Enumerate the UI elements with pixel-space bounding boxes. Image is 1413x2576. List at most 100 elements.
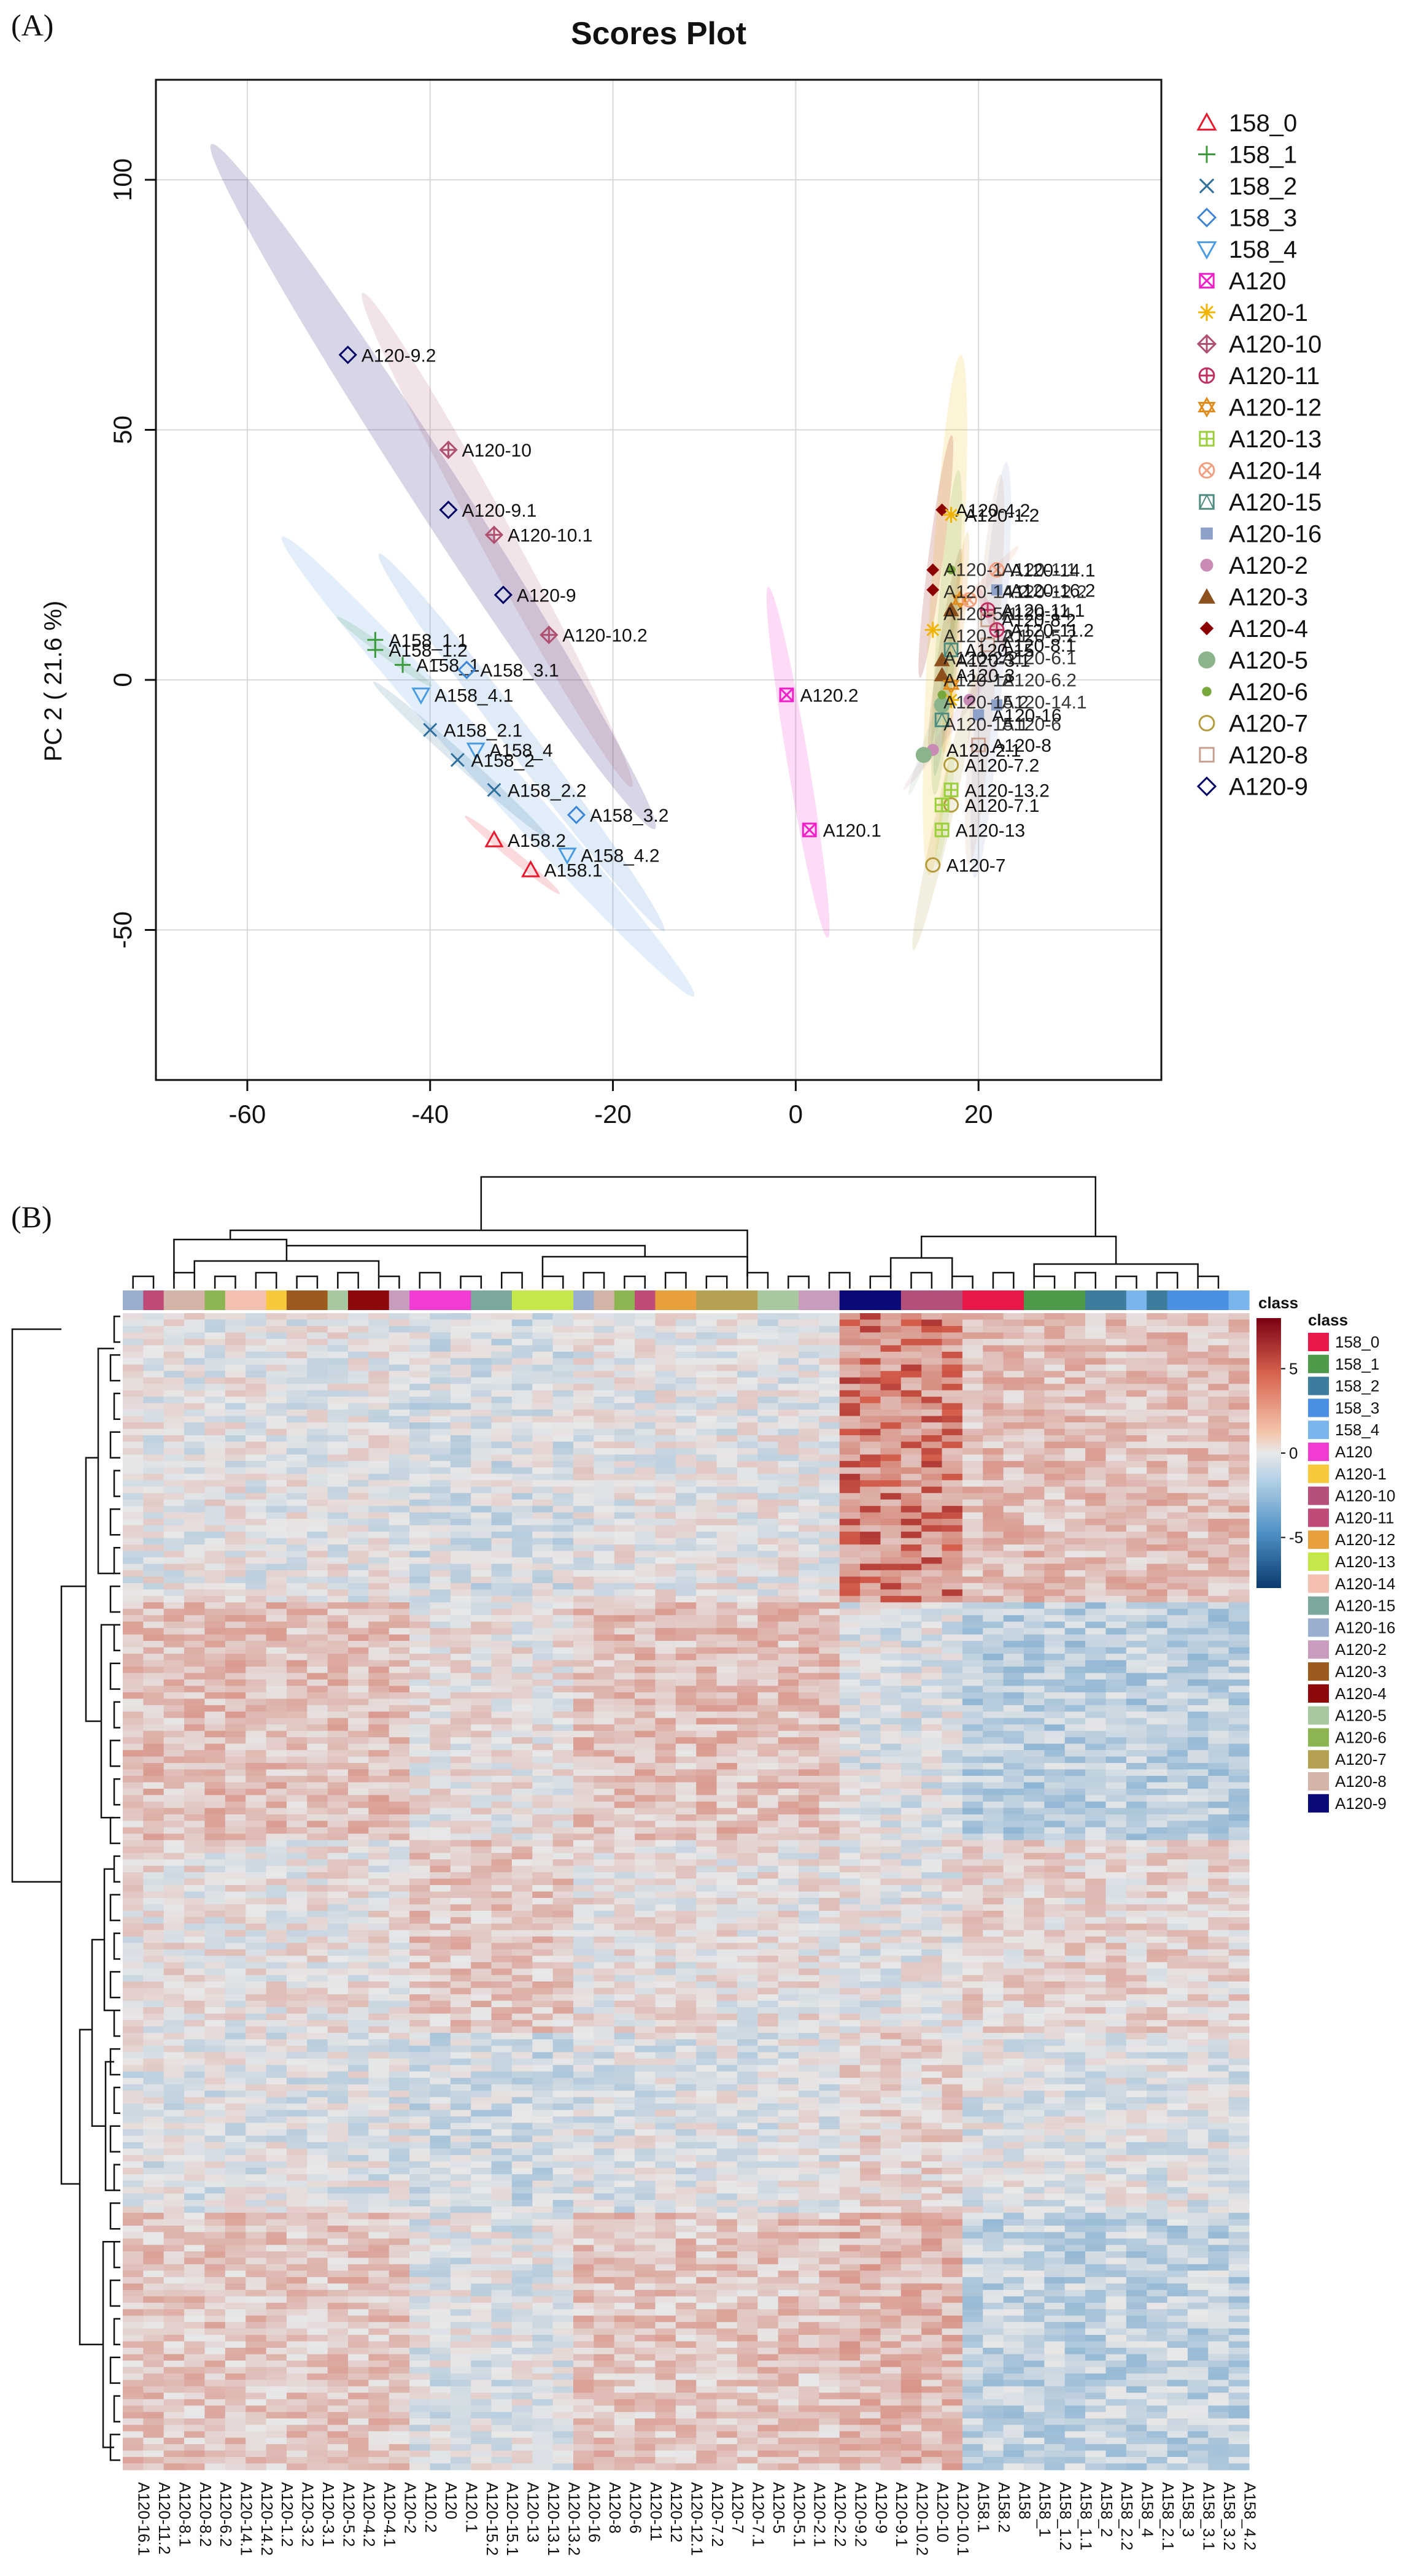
heatmap-cell bbox=[286, 1551, 308, 1558]
heatmap-cell bbox=[1044, 1390, 1066, 1397]
heatmap-cell bbox=[1085, 1686, 1107, 1693]
heatmap-cell bbox=[860, 1827, 881, 1834]
heatmap-cell bbox=[737, 1821, 758, 1828]
heatmap-cell bbox=[1105, 1834, 1127, 1841]
heatmap-cell bbox=[450, 1499, 471, 1506]
heatmap-cell bbox=[778, 1422, 799, 1430]
heatmap-cell bbox=[511, 1460, 533, 1468]
heatmap-cell bbox=[799, 1801, 819, 1808]
heatmap-cell bbox=[737, 1834, 758, 1841]
heatmap-cell bbox=[1208, 1551, 1229, 1558]
heatmap-cell bbox=[552, 1666, 574, 1674]
heatmap-cell bbox=[900, 1460, 922, 1468]
heatmap-cell bbox=[1024, 1595, 1045, 1603]
heatmap-cell bbox=[1105, 1397, 1127, 1404]
heatmap-cell bbox=[1024, 1750, 1045, 1757]
heatmap-cell bbox=[143, 1853, 165, 1860]
heatmap-cell bbox=[635, 1795, 656, 1802]
heatmap-cell bbox=[1167, 1454, 1188, 1462]
heatmap-cell bbox=[778, 1621, 799, 1629]
heatmap-cell bbox=[594, 1763, 615, 1770]
heatmap-cell bbox=[614, 1538, 635, 1545]
heatmap-cell bbox=[799, 1576, 819, 1584]
heatmap-cell bbox=[900, 1782, 922, 1789]
legend-marker-158_0 bbox=[1196, 112, 1217, 131]
heatmap-cell bbox=[225, 1692, 246, 1699]
heatmap-cell bbox=[594, 1737, 615, 1745]
heatmap-cell bbox=[307, 1358, 328, 1365]
heatmap-cell bbox=[1085, 1795, 1107, 1802]
heatmap-cell bbox=[1167, 1795, 1188, 1802]
heatmap-cell bbox=[1085, 1319, 1107, 1327]
heatmap-cell bbox=[860, 1557, 881, 1565]
heatmap-cell bbox=[942, 1699, 963, 1706]
heatmap-cell bbox=[1126, 1403, 1147, 1410]
point-label: A158_3.1 bbox=[480, 661, 559, 681]
heatmap-cell bbox=[143, 1666, 165, 1674]
heatmap-cell bbox=[225, 1544, 246, 1552]
heatmap-cell bbox=[635, 1743, 656, 1751]
heatmap-cell bbox=[1044, 1480, 1066, 1487]
heatmap-cell bbox=[1064, 1602, 1086, 1610]
heatmap-cell bbox=[1147, 1351, 1168, 1359]
heatmap-cell bbox=[204, 1827, 226, 1834]
heatmap-cell bbox=[450, 1730, 471, 1738]
heatmap-cell bbox=[1024, 1364, 1045, 1371]
heatmap-cell bbox=[573, 1686, 594, 1693]
heatmap-cell bbox=[327, 1743, 349, 1751]
heatmap-cell bbox=[1167, 1840, 1188, 1847]
heatmap-cell bbox=[389, 1853, 410, 1860]
heatmap-cell bbox=[184, 1345, 206, 1352]
heatmap-cell bbox=[942, 1608, 963, 1616]
heatmap-cell bbox=[389, 1332, 410, 1340]
heatmap-cell bbox=[1228, 1519, 1250, 1526]
heatmap-cell bbox=[1085, 1654, 1107, 1661]
heatmap-cell bbox=[1044, 1583, 1066, 1590]
heatmap-cell bbox=[163, 1551, 185, 1558]
heatmap-cell bbox=[327, 1486, 349, 1494]
point-label: A158_1 bbox=[416, 656, 479, 676]
heatmap-cell bbox=[594, 1840, 615, 1847]
class-bar-cell bbox=[1208, 1290, 1229, 1310]
heatmap-cell bbox=[799, 1602, 819, 1610]
heatmap-cell bbox=[737, 1621, 758, 1629]
legend-label: A120-16 bbox=[1229, 521, 1322, 548]
heatmap-cell bbox=[655, 1467, 676, 1475]
heatmap-cell bbox=[696, 1532, 718, 1539]
heatmap-cell bbox=[696, 1679, 718, 1686]
heatmap-cell bbox=[1085, 1493, 1107, 1500]
heatmap-cell bbox=[655, 1608, 676, 1616]
heatmap-cell bbox=[184, 1608, 206, 1616]
heatmap-cell bbox=[757, 1409, 779, 1417]
heatmap-cell bbox=[163, 1795, 185, 1802]
heatmap-cell bbox=[1126, 1325, 1147, 1333]
heatmap-cell bbox=[1105, 1634, 1127, 1641]
heatmap-cell bbox=[614, 1564, 635, 1571]
heatmap-cell bbox=[348, 1808, 369, 1815]
heatmap-cell bbox=[962, 1834, 983, 1841]
row-dendrogram bbox=[11, 1315, 120, 2461]
heatmap-cell bbox=[286, 1756, 308, 1764]
heatmap-cell bbox=[900, 1821, 922, 1828]
heatmap-cell bbox=[880, 1538, 902, 1545]
heatmap-cell bbox=[327, 1390, 349, 1397]
heatmap-cell bbox=[286, 1608, 308, 1616]
heatmap-cell bbox=[450, 1390, 471, 1397]
heatmap-cell bbox=[409, 1608, 431, 1616]
dendrogram-branch bbox=[113, 1392, 120, 1421]
heatmap-cell bbox=[246, 1313, 267, 1321]
heatmap-cell bbox=[737, 1840, 758, 1847]
heatmap-cell bbox=[799, 1570, 819, 1577]
heatmap-cell bbox=[696, 1351, 718, 1359]
heatmap-cell bbox=[921, 1403, 943, 1410]
heatmap-cell bbox=[1044, 1834, 1066, 1841]
heatmap-cell bbox=[778, 1519, 799, 1526]
heatmap-cell bbox=[430, 1486, 451, 1494]
heatmap-cell bbox=[1003, 1814, 1024, 1821]
heatmap-cell bbox=[573, 1608, 594, 1616]
heatmap-cell bbox=[1044, 1351, 1066, 1359]
heatmap-cell bbox=[860, 1595, 881, 1603]
heatmap-cell bbox=[163, 1602, 185, 1610]
heatmap-cell bbox=[942, 1763, 963, 1770]
class-bar-cell bbox=[307, 1290, 328, 1310]
